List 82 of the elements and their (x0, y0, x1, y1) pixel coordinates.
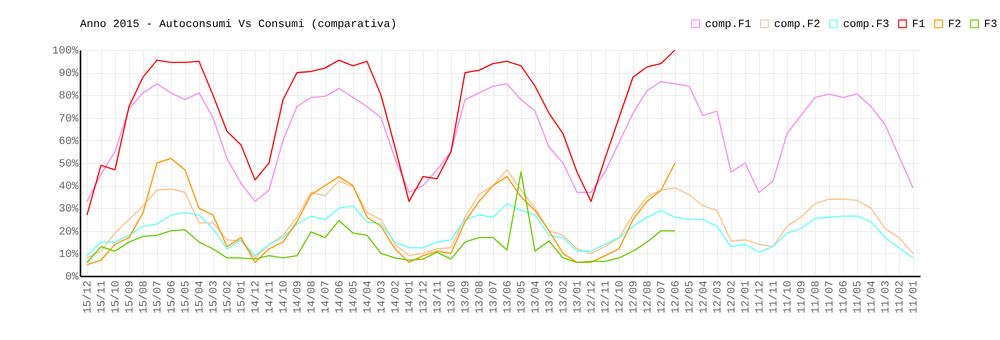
x-tick-label: 13/11 (432, 280, 444, 314)
legend-label: F1 (912, 18, 926, 31)
chart-title: Anno 2015 - Autoconsumi Vs Consumi (comparativa) (80, 19, 397, 31)
x-tick-label: 12/08 (642, 280, 654, 314)
x-tick-label: 12/12 (586, 280, 598, 314)
x-tick-label: 11/05 (852, 280, 864, 314)
line-series (86, 49, 676, 216)
x-tick-label: 11/09 (796, 280, 808, 314)
x-tick-label: 11/02 (894, 280, 906, 314)
y-tick-label: 80% (58, 90, 79, 103)
x-tick-label: 12/11 (600, 280, 612, 314)
x-tick-label: 15/02 (222, 280, 234, 314)
legend-label: comp.F3 (843, 18, 890, 31)
x-tick-label: 13/01 (572, 280, 584, 314)
x-tick-label: 15/06 (166, 280, 178, 314)
x-tick-label: 14/11 (264, 280, 276, 314)
x-tick-label: 14/02 (390, 280, 402, 314)
x-tick-label: 13/06 (502, 280, 514, 314)
y-tick-label: 10% (58, 248, 79, 261)
x-tick-label: 11/12 (754, 280, 766, 314)
x-tick-label: 13/07 (488, 280, 500, 314)
x-tick-label: 15/04 (194, 280, 206, 314)
x-tick-label: 11/11 (768, 280, 780, 314)
y-tick-label: 40% (58, 181, 79, 194)
legend-label: F3 (984, 18, 998, 31)
x-tick-label: 15/12 (82, 280, 94, 314)
x-tick-label: 14/09 (292, 280, 304, 314)
x-tick-label: 13/12 (418, 280, 430, 314)
y-tick-label: 20% (58, 226, 79, 238)
x-tick-label: 15/09 (124, 280, 136, 314)
x-tick-label: 12/04 (698, 280, 710, 314)
x-tick-label: 14/07 (320, 280, 332, 314)
x-tick-label: 13/08 (474, 280, 486, 314)
x-tick-label: 11/04 (866, 280, 878, 314)
x-tick-label: 13/02 (558, 280, 570, 314)
x-tick-label: 14/10 (278, 280, 290, 314)
legend-label: comp.F1 (705, 18, 752, 31)
x-tick-label: 12/01 (740, 280, 752, 314)
y-tick-label: 90% (58, 68, 79, 80)
x-tick-label: 12/02 (726, 280, 738, 314)
x-tick-label: 12/10 (614, 280, 626, 314)
x-tick-label: 15/11 (96, 280, 108, 314)
x-tick-label: 14/12 (250, 280, 262, 314)
x-tick-label: 14/05 (348, 280, 360, 314)
x-tick-label: 14/03 (376, 280, 388, 314)
x-tick-label: 14/08 (306, 280, 318, 314)
y-tick-label: 50% (58, 158, 79, 170)
x-tick-label: 15/07 (152, 280, 164, 314)
x-tick-label: 13/09 (460, 280, 472, 314)
line-series (86, 169, 914, 259)
x-tick-label: 15/05 (180, 280, 192, 314)
x-tick-label: 11/01 (908, 280, 920, 314)
x-tick-label: 11/10 (782, 280, 794, 314)
legend-label: comp.F2 (774, 18, 820, 31)
x-tick-label: 15/01 (236, 280, 248, 314)
x-tick-label: 12/09 (628, 280, 640, 314)
x-tick-label: 13/03 (544, 280, 556, 314)
y-tick-label: 70% (58, 113, 79, 126)
x-tick-label: 12/06 (670, 280, 682, 314)
x-tick-label: 14/06 (334, 280, 346, 314)
x-tick-label: 12/07 (656, 280, 668, 314)
y-tick-label: 100% (52, 46, 79, 58)
line-series (86, 203, 914, 259)
x-tick-label: 12/05 (684, 280, 696, 314)
x-tick-label: 14/01 (404, 280, 416, 314)
y-tick-label: 30% (58, 204, 79, 216)
x-tick-label: 15/03 (208, 280, 220, 314)
y-tick-label: 60% (58, 136, 79, 148)
x-tick-label: 13/05 (516, 280, 528, 314)
line-series (86, 81, 914, 202)
x-tick-label: 11/03 (880, 280, 892, 314)
x-tick-label: 14/04 (362, 280, 374, 314)
x-tick-label: 12/03 (712, 280, 724, 314)
x-tick-label: 13/04 (530, 280, 542, 314)
y-tick-label: 0% (65, 272, 79, 284)
legend-label: F2 (948, 18, 962, 31)
x-tick-label: 11/06 (838, 280, 850, 314)
x-tick-label: 11/08 (810, 280, 822, 314)
x-tick-label: 15/10 (110, 280, 122, 314)
x-tick-label: 15/08 (138, 280, 150, 314)
x-tick-label: 13/10 (446, 280, 458, 314)
x-tick-label: 11/07 (824, 280, 836, 314)
